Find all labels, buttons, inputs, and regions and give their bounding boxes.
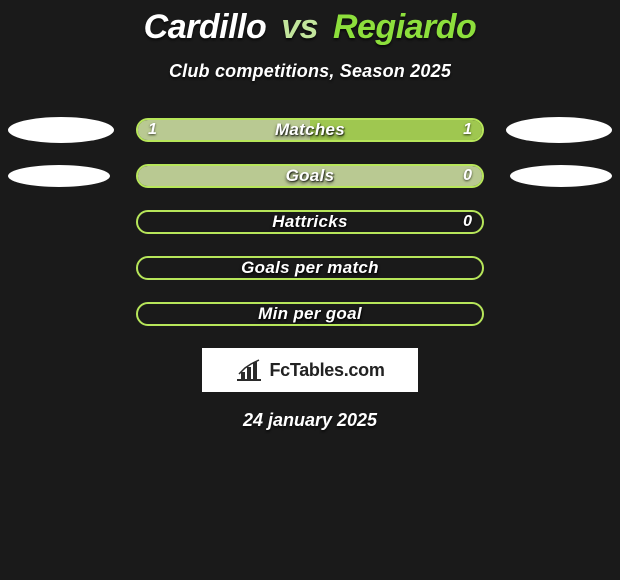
stat-bar: 0Hattricks — [136, 210, 484, 234]
stat-left-value: 1 — [148, 121, 157, 139]
title-player2: Regiardo — [333, 8, 476, 46]
subtitle: Club competitions, Season 2025 — [0, 61, 620, 82]
stat-row: Min per goal — [0, 302, 620, 326]
stat-label: Hattricks — [138, 212, 482, 232]
stat-row: 11Matches — [0, 118, 620, 142]
logo-text: FcTables.com — [269, 360, 384, 381]
title-vs: vs — [281, 8, 318, 46]
stat-row: Goals per match — [0, 256, 620, 280]
stat-bar: Min per goal — [136, 302, 484, 326]
left-ellipse — [8, 165, 110, 187]
stat-label: Min per goal — [138, 304, 482, 324]
title-player1: Cardillo — [144, 8, 267, 46]
stat-label: Goals per match — [138, 258, 482, 278]
bar-fill-left — [138, 166, 482, 186]
stat-bar: 0Goals — [136, 164, 484, 188]
right-ellipse — [510, 165, 612, 187]
comparison-infographic: Cardillo vs Regiardo Club competitions, … — [0, 0, 620, 580]
stat-row: 0Hattricks — [0, 210, 620, 234]
stat-right-value: 1 — [463, 121, 472, 139]
bar-fill-left — [138, 120, 310, 140]
right-ellipse — [506, 117, 612, 143]
stat-right-value: 0 — [463, 213, 472, 231]
bar-fill-right — [310, 120, 482, 140]
left-ellipse — [8, 117, 114, 143]
bar-chart-icon — [235, 358, 263, 382]
stat-row: 0Goals — [0, 164, 620, 188]
date-text: 24 january 2025 — [0, 410, 620, 431]
stat-right-value: 0 — [463, 167, 472, 185]
stat-bar: Goals per match — [136, 256, 484, 280]
page-title: Cardillo vs Regiardo — [0, 0, 620, 47]
stat-bar: 11Matches — [136, 118, 484, 142]
logo-box: FcTables.com — [202, 348, 418, 392]
stat-rows: 11Matches0Goals0HattricksGoals per match… — [0, 118, 620, 326]
